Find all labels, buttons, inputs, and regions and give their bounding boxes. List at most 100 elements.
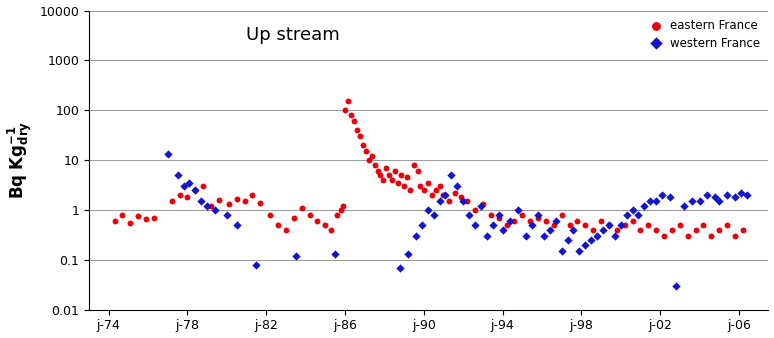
eastern France: [603, 222, 615, 228]
eastern France: [344, 113, 357, 118]
western France: [201, 203, 214, 209]
western France: [526, 222, 538, 228]
western France: [597, 227, 609, 233]
eastern France: [335, 207, 348, 213]
eastern France: [331, 212, 344, 218]
western France: [492, 212, 505, 218]
Y-axis label: $\mathbf{Bq\ Kg_{dry}^{-1}}$: $\mathbf{Bq\ Kg_{dry}^{-1}}$: [5, 121, 34, 199]
eastern France: [556, 212, 568, 218]
western France: [741, 192, 753, 198]
eastern France: [223, 201, 235, 207]
eastern France: [500, 222, 512, 228]
western France: [469, 222, 481, 228]
eastern France: [532, 215, 544, 220]
eastern France: [351, 127, 363, 133]
western France: [721, 192, 733, 198]
western France: [394, 265, 406, 270]
eastern France: [485, 212, 497, 218]
western France: [567, 227, 580, 233]
eastern France: [650, 227, 663, 233]
eastern France: [449, 190, 461, 196]
eastern France: [375, 172, 387, 178]
eastern France: [386, 177, 399, 183]
western France: [713, 198, 725, 204]
eastern France: [690, 227, 702, 233]
eastern France: [658, 233, 670, 239]
eastern France: [713, 227, 725, 233]
eastern France: [563, 222, 576, 228]
western France: [195, 198, 207, 204]
eastern France: [348, 119, 360, 124]
eastern France: [342, 99, 354, 104]
western France: [729, 195, 741, 200]
western France: [496, 227, 509, 233]
eastern France: [392, 180, 404, 186]
eastern France: [116, 212, 128, 218]
eastern France: [325, 227, 337, 233]
western France: [422, 207, 434, 213]
western France: [171, 172, 183, 178]
eastern France: [108, 218, 121, 224]
eastern France: [264, 212, 276, 218]
western France: [585, 237, 598, 243]
western France: [686, 198, 698, 204]
western France: [656, 192, 668, 198]
western France: [532, 212, 544, 218]
eastern France: [254, 200, 266, 206]
western France: [189, 188, 201, 193]
western France: [556, 248, 568, 254]
Legend: eastern France, western France: eastern France, western France: [639, 14, 765, 54]
eastern France: [339, 107, 351, 113]
eastern France: [362, 158, 375, 163]
eastern France: [642, 222, 655, 228]
eastern France: [319, 222, 331, 228]
western France: [639, 203, 651, 209]
eastern France: [124, 220, 136, 226]
western France: [520, 233, 533, 239]
eastern France: [368, 162, 381, 168]
eastern France: [311, 218, 324, 224]
western France: [250, 262, 262, 267]
eastern France: [579, 222, 591, 228]
western France: [735, 190, 747, 196]
eastern France: [197, 184, 210, 189]
western France: [329, 251, 341, 257]
eastern France: [705, 233, 717, 239]
eastern France: [357, 142, 369, 148]
eastern France: [509, 218, 521, 224]
western France: [694, 198, 706, 204]
western France: [603, 222, 615, 228]
eastern France: [246, 192, 259, 198]
eastern France: [595, 218, 608, 224]
eastern France: [547, 222, 560, 228]
western France: [579, 242, 591, 247]
eastern France: [673, 222, 686, 228]
western France: [402, 251, 414, 257]
eastern France: [359, 149, 372, 154]
western France: [221, 212, 233, 218]
western France: [621, 212, 633, 218]
eastern France: [539, 218, 552, 224]
western France: [162, 152, 174, 157]
western France: [433, 198, 446, 204]
eastern France: [524, 218, 536, 224]
western France: [209, 207, 221, 213]
eastern France: [666, 227, 678, 233]
eastern France: [272, 222, 284, 228]
eastern France: [377, 177, 389, 183]
eastern France: [737, 227, 749, 233]
eastern France: [288, 215, 300, 220]
western France: [416, 222, 428, 228]
eastern France: [430, 188, 442, 193]
eastern France: [404, 188, 416, 193]
western France: [487, 222, 499, 228]
eastern France: [401, 175, 413, 180]
eastern France: [461, 198, 474, 204]
eastern France: [729, 233, 741, 239]
western France: [177, 184, 190, 189]
eastern France: [140, 217, 152, 222]
western France: [440, 192, 452, 198]
western France: [427, 212, 440, 218]
eastern France: [398, 184, 410, 189]
western France: [474, 203, 487, 209]
